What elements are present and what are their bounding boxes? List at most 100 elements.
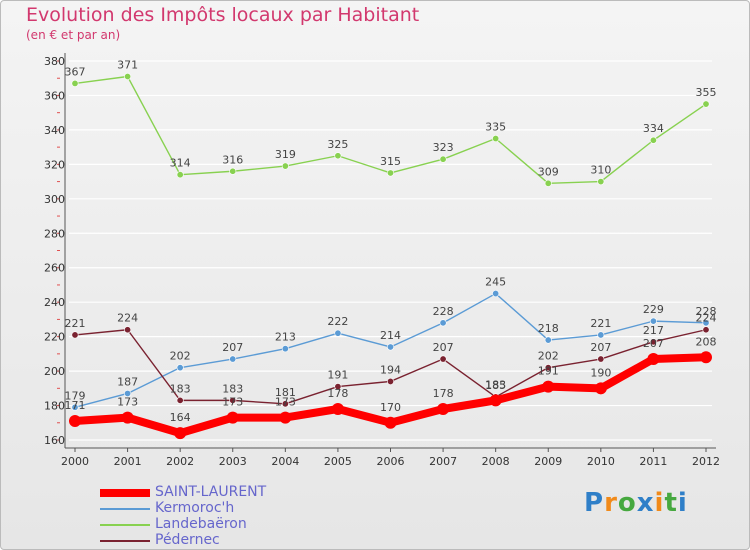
legend-swatch [100,524,150,526]
y-axis-ticks: 160 180 200 220 240 260 280 300 320 340 360 380 [44,55,65,447]
data-point [649,317,657,325]
data-label: 191 [538,365,559,378]
x-tick-label: 2004 [271,455,299,468]
data-label: 214 [380,329,401,342]
data-point [489,394,502,407]
data-point [176,396,184,404]
data-point [226,411,239,424]
data-point [229,396,237,404]
x-tick-label: 2012 [692,455,720,468]
data-point [124,73,132,81]
x-tick-label: 2007 [429,455,457,468]
data-label: 181 [275,386,296,399]
logo-letter: i [677,488,688,518]
data-label: 202 [170,350,191,363]
data-label: 371 [117,59,138,72]
data-point [492,135,500,143]
x-tick-label: 2001 [114,455,142,468]
data-label: 207 [222,341,243,354]
y-tick-label: 300 [44,193,65,206]
data-point [71,331,79,339]
data-label: 224 [117,312,138,325]
data-label: 191 [327,369,348,382]
logo-letter: x [636,488,655,518]
data-point [281,162,289,170]
y-tick-label: 360 [44,89,65,102]
data-label: 319 [275,148,296,161]
data-point [597,355,605,363]
y-tick-label: 200 [44,365,65,378]
data-label: 325 [327,138,348,151]
legend-label: Kermoroc'h [155,500,235,516]
data-point [124,326,132,334]
data-point [386,377,394,385]
data-label: 222 [327,315,348,328]
data-point [174,427,187,440]
data-label: 178 [327,387,348,400]
data-point [439,319,447,327]
data-point [334,329,342,337]
y-tick-label: 340 [44,124,65,137]
data-label: 228 [696,305,717,318]
legend-swatch [100,540,150,542]
data-point [229,167,237,175]
x-tick-label: 2010 [587,455,615,468]
y-tick-label: 160 [44,434,65,447]
data-label: 316 [222,153,243,166]
chart-subtitle: (en € et par an) [26,28,121,42]
logo-letter: o [617,488,637,518]
data-point [544,179,552,187]
data-label: 171 [65,399,86,412]
data-point [281,345,289,353]
data-label: 207 [433,341,454,354]
y-tick-label: 280 [44,227,65,240]
data-point [437,402,450,415]
data-label: 314 [170,157,191,170]
data-point [492,290,500,298]
x-tick-label: 2000 [61,455,89,468]
data-label: 183 [222,382,243,395]
data-point [331,402,344,415]
y-tick-label: 240 [44,296,65,309]
proxiti-logo: Proxiti [584,488,688,518]
data-point [649,136,657,144]
data-label: 228 [433,305,454,318]
data-label: 173 [117,396,138,409]
data-point [386,343,394,351]
data-label: 335 [485,121,506,134]
x-tick-label: 2008 [482,455,510,468]
data-point [176,171,184,179]
data-label: 183 [170,382,191,395]
data-label: 334 [643,122,664,135]
data-label: 221 [65,317,86,330]
data-label: 213 [275,331,296,344]
data-label: 178 [433,387,454,400]
data-point [176,364,184,372]
data-label: 194 [380,363,401,376]
data-point [439,155,447,163]
data-point [124,389,132,397]
x-tick-label: 2009 [534,455,562,468]
data-point [597,331,605,339]
data-label: 190 [590,366,611,379]
data-point [71,79,79,87]
data-label: 208 [696,335,717,348]
y-tick-label: 320 [44,158,65,171]
data-point [384,416,397,429]
data-point [334,383,342,391]
data-label: 179 [65,389,86,402]
grid-lines [69,60,712,441]
y-tick-label: 380 [44,55,65,68]
data-point [647,353,660,366]
logo-letter: P [584,488,605,518]
data-label: 218 [538,322,559,335]
y-tick-label: 180 [44,400,65,413]
data-point [69,415,81,428]
logo-letter: r [604,488,618,518]
data-label: 170 [380,401,401,414]
data-label: 224 [696,312,717,325]
data-point [597,178,605,186]
legend-swatch [100,489,150,497]
